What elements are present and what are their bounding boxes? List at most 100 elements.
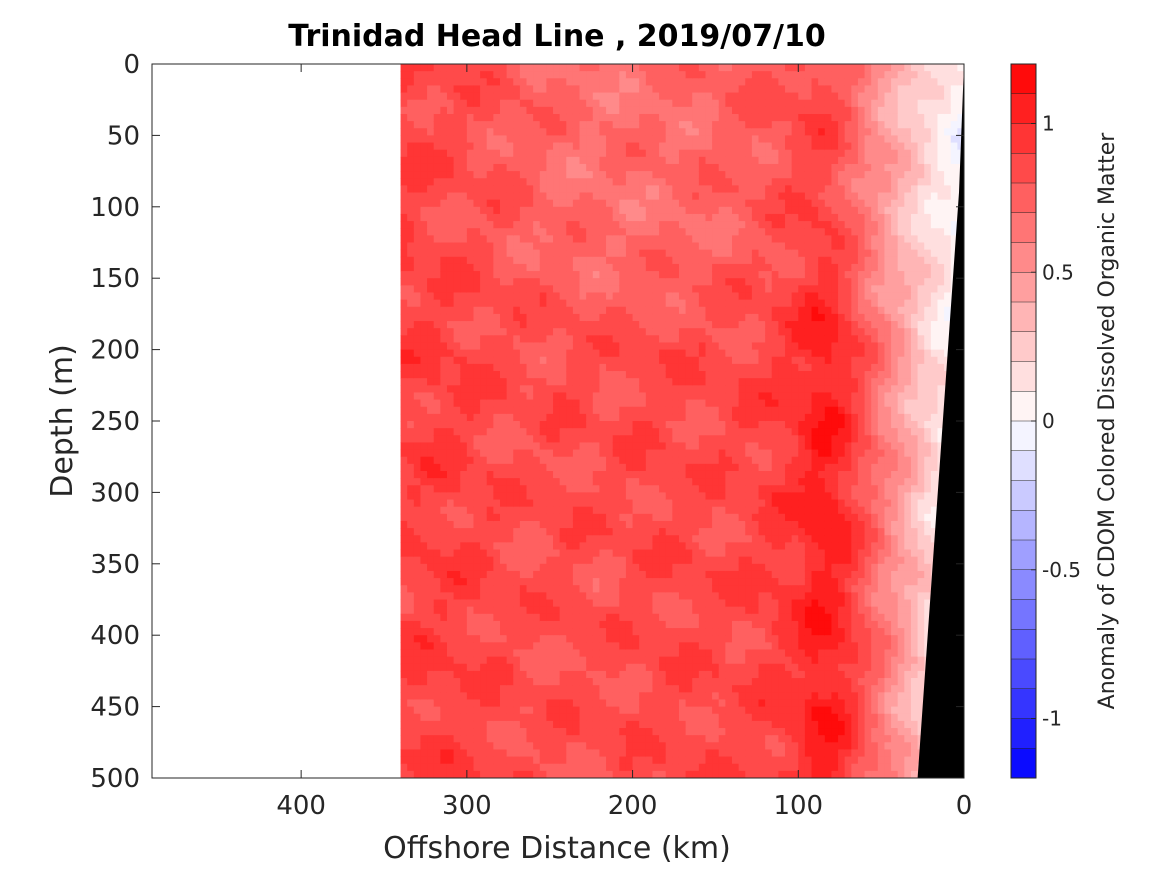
field-cell — [519, 99, 528, 108]
field-cell — [427, 213, 435, 222]
field-cell — [480, 313, 488, 322]
field-cell — [718, 335, 726, 344]
field-cell — [513, 278, 521, 286]
field-cell — [440, 85, 448, 94]
field-cell — [599, 613, 607, 622]
field-cell — [639, 485, 647, 493]
field-cell — [400, 592, 408, 601]
field-cell — [533, 278, 541, 286]
field-cell — [453, 763, 461, 772]
field-cell — [506, 606, 514, 615]
field-cell — [592, 470, 601, 479]
field-cell — [612, 321, 620, 329]
field-cell — [586, 306, 594, 315]
field-cell — [539, 149, 547, 158]
field-cell — [672, 328, 680, 336]
field-cell — [599, 78, 607, 87]
field-cell — [718, 85, 726, 94]
field-cell — [553, 635, 561, 643]
field-cell — [500, 185, 508, 194]
field-cell — [480, 413, 488, 422]
field-cell — [672, 321, 680, 329]
field-cell — [652, 263, 660, 272]
field-cell — [546, 663, 554, 672]
field-cell — [559, 342, 567, 351]
field-cell — [526, 292, 534, 301]
field-cell — [579, 149, 587, 158]
field-cell — [526, 342, 534, 351]
field-cell — [665, 85, 673, 94]
field-cell — [480, 606, 488, 615]
field-cell — [533, 171, 541, 179]
field-cell — [566, 149, 574, 158]
field-cell — [420, 456, 428, 465]
field-cell — [400, 499, 408, 508]
field-cell — [632, 278, 640, 286]
field-cell — [473, 335, 481, 344]
field-cell — [712, 313, 720, 322]
field-cell — [625, 513, 634, 522]
field-cell — [725, 506, 733, 515]
field-cell — [632, 356, 640, 365]
field-cell — [533, 635, 541, 643]
field-cell — [526, 656, 534, 665]
field-cell — [473, 670, 481, 679]
field-cell — [513, 285, 521, 294]
field-cell — [446, 585, 455, 593]
field-cell — [500, 256, 508, 265]
field-cell — [473, 406, 481, 415]
field-cell — [486, 699, 494, 708]
field-cell — [705, 406, 713, 415]
field-cell — [433, 321, 441, 329]
field-cell — [619, 192, 627, 201]
field-cell — [592, 735, 601, 743]
field-cell — [533, 313, 541, 322]
field-cell — [433, 142, 441, 151]
field-cell — [625, 735, 634, 743]
field-cell — [685, 113, 693, 122]
field-cell — [453, 685, 461, 693]
field-cell — [433, 763, 441, 772]
field-cell — [407, 749, 415, 758]
field-cell — [659, 99, 667, 108]
field-cell — [440, 556, 448, 565]
field-cell — [413, 670, 422, 679]
field-cell — [433, 728, 441, 736]
field-cell — [400, 663, 408, 672]
field-cell — [493, 163, 501, 172]
field-cell — [446, 670, 455, 679]
field-cell — [466, 685, 475, 693]
field-cell — [639, 678, 647, 686]
field-cell — [500, 699, 508, 708]
field-cell — [639, 213, 647, 222]
field-cell — [553, 442, 561, 451]
field-cell — [559, 556, 567, 565]
field-cell — [446, 228, 455, 236]
field-cell — [407, 64, 415, 72]
field-cell — [546, 556, 554, 565]
field-cell — [446, 456, 455, 465]
field-cell — [407, 249, 415, 258]
field-cell — [586, 313, 594, 322]
field-cell — [480, 113, 488, 122]
field-cell — [579, 206, 587, 215]
field-cell — [619, 685, 627, 693]
field-cell — [466, 263, 475, 272]
field-cell — [572, 478, 581, 486]
field-cell — [539, 106, 547, 115]
field-cell — [705, 528, 713, 536]
field-cell — [572, 206, 581, 215]
field-cell — [519, 713, 528, 722]
field-cell — [599, 528, 607, 536]
field-cell — [705, 628, 713, 636]
field-cell — [678, 178, 687, 186]
field-cell — [433, 335, 441, 344]
field-cell — [685, 263, 693, 272]
field-cell — [407, 228, 415, 236]
field-cell — [612, 563, 620, 572]
field-cell — [500, 106, 508, 115]
field-cell — [632, 513, 640, 522]
field-cell — [466, 85, 475, 94]
field-cell — [400, 713, 408, 722]
field-cell — [539, 728, 547, 736]
